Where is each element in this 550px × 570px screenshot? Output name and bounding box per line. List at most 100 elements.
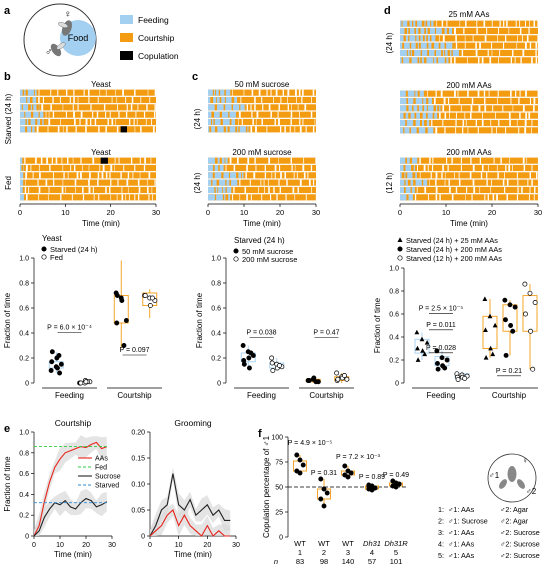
feeding-bout xyxy=(400,164,404,172)
idle-gap xyxy=(279,186,281,194)
idle-gap xyxy=(291,164,293,172)
x-tick-label: 10 xyxy=(175,542,183,549)
idle-gap xyxy=(79,118,81,126)
feeding-bout xyxy=(404,172,406,179)
idle-gap xyxy=(145,118,147,126)
idle-gap xyxy=(537,20,539,27)
box-iqr xyxy=(113,295,129,324)
feeding-bout xyxy=(217,104,224,111)
idle-gap xyxy=(506,20,508,27)
feeding-bout xyxy=(410,127,417,134)
feeding-bout xyxy=(410,112,415,119)
data-point-filled xyxy=(369,487,375,493)
idle-gap xyxy=(294,89,297,96)
feeding-bout xyxy=(220,89,225,96)
chart-d-scatter: 0 0.2 0.4 0.6 0.8 1.0 Fraction of time Feeding C… xyxy=(373,236,538,400)
feeding-bout xyxy=(440,42,445,49)
feeding-bout xyxy=(418,105,423,112)
feeding-bout xyxy=(222,186,226,194)
idle-gap xyxy=(441,20,444,27)
idle-gap xyxy=(88,164,90,172)
idle-gap xyxy=(75,126,77,133)
idle-gap xyxy=(38,96,40,104)
idle-gap xyxy=(315,157,317,164)
idle-gap xyxy=(77,96,79,104)
idle-gap xyxy=(88,179,90,186)
idle-gap xyxy=(74,179,77,186)
idle-gap xyxy=(304,104,307,111)
data-point-open xyxy=(523,311,528,317)
feeding-bout xyxy=(225,89,231,96)
idle-gap xyxy=(138,186,141,194)
idle-gap xyxy=(533,97,536,105)
ethogram-x-tick-label: 30 xyxy=(152,208,160,217)
ethogram-block xyxy=(400,20,540,64)
idle-gap xyxy=(477,90,480,97)
idle-gap xyxy=(476,27,478,35)
idle-gap xyxy=(429,157,431,164)
idle-gap xyxy=(62,164,64,172)
idle-gap xyxy=(483,20,486,27)
feeding-bout xyxy=(229,126,236,133)
idle-gap xyxy=(478,57,480,64)
idle-gap xyxy=(307,172,309,179)
y-tick-label: 0.6 xyxy=(19,306,29,313)
idle-gap xyxy=(73,111,75,118)
idle-gap xyxy=(449,186,451,194)
idle-gap xyxy=(529,97,531,105)
data-point-triangle xyxy=(482,296,488,301)
idle-gap xyxy=(537,157,540,164)
courtship-bout xyxy=(400,35,538,42)
y-tick-label: 1.0 xyxy=(19,256,29,263)
idle-gap xyxy=(493,157,495,164)
idle-gap xyxy=(460,164,462,172)
feeding-bout xyxy=(208,111,212,118)
feeding-bout xyxy=(438,57,445,64)
idle-gap xyxy=(531,127,532,134)
idle-gap xyxy=(467,90,469,97)
idle-gap xyxy=(454,57,456,64)
feeding-bout xyxy=(423,179,428,186)
feeding-bout xyxy=(409,35,416,42)
idle-gap xyxy=(243,89,245,96)
idle-gap xyxy=(38,164,40,172)
feeding-bout xyxy=(226,186,232,194)
data-point-filled xyxy=(512,304,518,310)
feeding-bout xyxy=(442,49,445,57)
idle-gap xyxy=(499,49,501,57)
y-tick-label: 0.05 xyxy=(131,508,145,515)
feeding-bout xyxy=(208,118,212,126)
feeding-bout xyxy=(219,164,224,172)
y-tick-label: 0.8 xyxy=(211,281,221,288)
feeding-bout xyxy=(434,42,439,49)
legend-label-copulation: Copulation xyxy=(138,51,179,61)
idle-gap xyxy=(487,194,489,201)
idle-gap xyxy=(431,119,433,127)
idle-gap xyxy=(523,164,526,172)
idle-gap xyxy=(262,104,264,111)
idle-gap xyxy=(254,104,256,111)
feeding-bout xyxy=(225,96,232,104)
idle-gap xyxy=(290,157,292,164)
feeding-bout xyxy=(419,57,421,64)
data-point-triangle xyxy=(419,336,425,342)
idle-gap xyxy=(94,118,97,126)
idle-gap xyxy=(270,194,272,201)
feeding-bout xyxy=(452,49,459,57)
ethogram-x-tick-label: 10 xyxy=(240,208,248,217)
idle-gap xyxy=(240,96,242,104)
feeding-bout xyxy=(411,57,418,64)
idle-gap xyxy=(278,118,280,126)
data-point-filled xyxy=(48,368,54,373)
idle-gap xyxy=(99,164,101,172)
ethogram-b-xlabel: Time (min) xyxy=(82,219,120,228)
idle-gap xyxy=(419,172,421,179)
data-point-filled xyxy=(345,474,351,480)
legend-swatch-courtship xyxy=(120,33,133,42)
idle-gap xyxy=(97,179,99,186)
idle-gap xyxy=(435,90,437,97)
data-point-filled xyxy=(56,353,62,358)
data-point-filled xyxy=(507,302,513,308)
feeding-bout xyxy=(410,179,414,186)
idle-gap xyxy=(57,126,60,133)
